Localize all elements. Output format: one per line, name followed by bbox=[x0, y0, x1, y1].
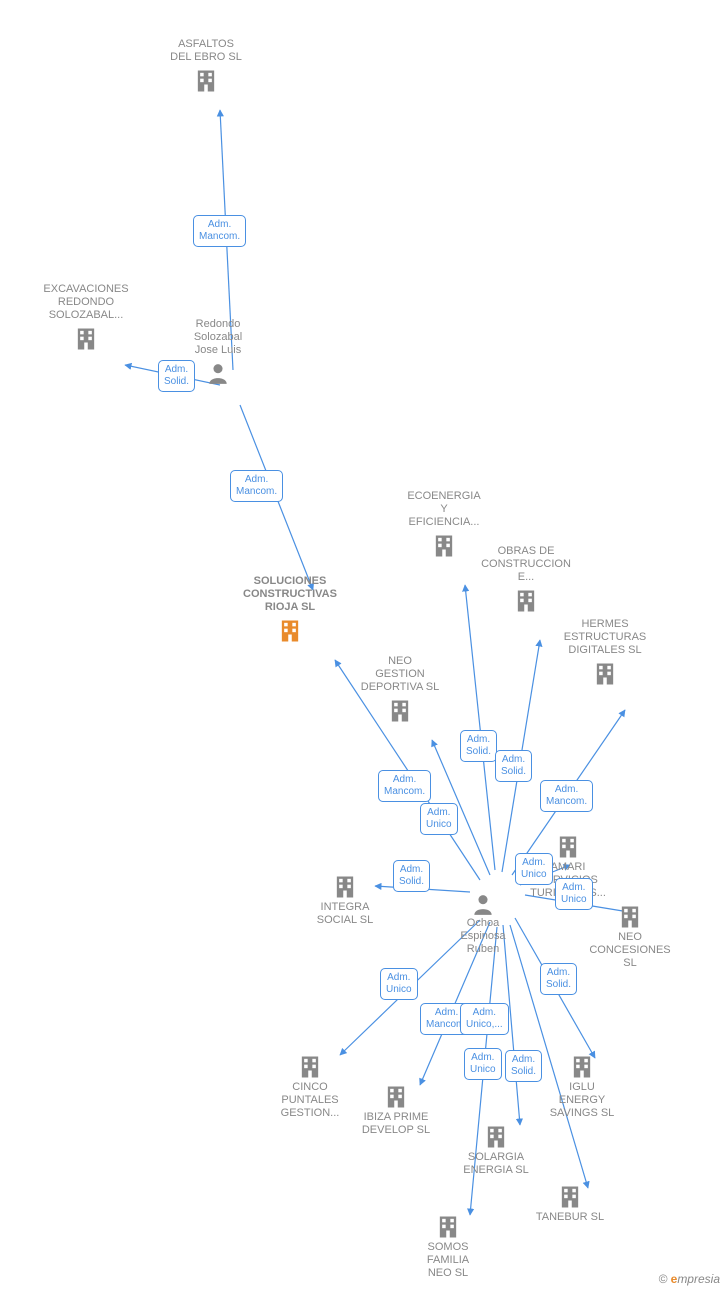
node-tanebur[interactable]: TANEBUR SL bbox=[520, 1180, 620, 1224]
node-neogestion[interactable]: NEO GESTION DEPORTIVA SL bbox=[345, 655, 455, 725]
node-label: Ochoa Espinosa Ruben bbox=[438, 917, 528, 956]
edge-label: Adm. Solid. bbox=[158, 360, 195, 392]
edge-label: Adm. Mancom. bbox=[378, 770, 431, 802]
node-ibiza[interactable]: IBIZA PRIME DEVELOP SL bbox=[346, 1080, 446, 1137]
node-solargia[interactable]: SOLARGIA ENERGIA SL bbox=[446, 1120, 546, 1177]
node-label: SOLARGIA ENERGIA SL bbox=[446, 1151, 546, 1177]
node-label: CINCO PUNTALES GESTION... bbox=[260, 1081, 360, 1120]
building-icon bbox=[398, 1213, 498, 1241]
building-icon bbox=[260, 1053, 360, 1081]
edge-line bbox=[465, 585, 495, 870]
node-label: NEO GESTION DEPORTIVA SL bbox=[345, 655, 455, 694]
edge-label: Adm. Unico bbox=[380, 968, 418, 1000]
brand-rest: mpresia bbox=[677, 1272, 720, 1286]
node-iglu[interactable]: IGLU ENERGY SAVINGS SL bbox=[532, 1050, 632, 1120]
edge-label: Adm. Unico,... bbox=[460, 1003, 509, 1035]
copyright: © empresia bbox=[658, 1272, 720, 1286]
node-label: NEO CONCESIONES SL bbox=[575, 931, 685, 970]
edge-label: Adm. Unico bbox=[420, 803, 458, 835]
edge-label: Adm. Unico bbox=[515, 853, 553, 885]
edge-label: Adm. Unico bbox=[555, 878, 593, 910]
node-neoconcesiones[interactable]: NEO CONCESIONES SL bbox=[575, 900, 685, 970]
node-label: ECOENERGIA Y EFICIENCIA... bbox=[389, 490, 499, 529]
node-hermes[interactable]: HERMES ESTRUCTURAS DIGITALES SL bbox=[545, 618, 665, 688]
node-label: IGLU ENERGY SAVINGS SL bbox=[532, 1081, 632, 1120]
node-label: OBRAS DE CONSTRUCCION E... bbox=[466, 545, 586, 584]
node-label: IBIZA PRIME DEVELOP SL bbox=[346, 1111, 446, 1137]
edge-label: Adm. Solid. bbox=[393, 860, 430, 892]
edge-label: Adm. Mancom. bbox=[230, 470, 283, 502]
node-label: Redondo Solozabal Jose Luis bbox=[168, 318, 268, 357]
building-icon bbox=[151, 67, 261, 95]
node-label: SOMOS FAMILIA NEO SL bbox=[398, 1241, 498, 1280]
node-somos[interactable]: SOMOS FAMILIA NEO SL bbox=[398, 1210, 498, 1280]
building-icon bbox=[520, 1183, 620, 1211]
node-label: ASFALTOS DEL EBRO SL bbox=[151, 38, 261, 64]
building-icon bbox=[345, 697, 455, 725]
node-label: EXCAVACIONES REDONDO SOLOZABAL... bbox=[26, 283, 146, 322]
building-icon bbox=[26, 325, 146, 353]
building-icon bbox=[225, 617, 355, 645]
building-icon bbox=[346, 1083, 446, 1111]
edge-label: Adm. Unico bbox=[464, 1048, 502, 1080]
node-label: HERMES ESTRUCTURAS DIGITALES SL bbox=[545, 618, 665, 657]
building-icon bbox=[466, 587, 586, 615]
node-obras[interactable]: OBRAS DE CONSTRUCCION E... bbox=[466, 545, 586, 615]
node-cinco[interactable]: CINCO PUNTALES GESTION... bbox=[260, 1050, 360, 1120]
copyright-symbol: © bbox=[658, 1272, 667, 1286]
edge-label: Adm. Mancom. bbox=[193, 215, 246, 247]
person-icon bbox=[438, 891, 528, 917]
node-integra[interactable]: INTEGRA SOCIAL SL bbox=[300, 870, 390, 927]
edge-label: Adm. Solid. bbox=[495, 750, 532, 782]
edge-label: Adm. Mancom. bbox=[540, 780, 593, 812]
node-label: TANEBUR SL bbox=[520, 1211, 620, 1224]
edge-label: Adm. Solid. bbox=[505, 1050, 542, 1082]
node-label: SOLUCIONES CONSTRUCTIVAS RIOJA SL bbox=[225, 575, 355, 614]
node-asfaltos[interactable]: ASFALTOS DEL EBRO SL bbox=[151, 38, 261, 95]
building-icon bbox=[532, 1053, 632, 1081]
building-icon bbox=[300, 873, 390, 901]
edge-label: Adm. Solid. bbox=[540, 963, 577, 995]
edge-label: Adm. Solid. bbox=[460, 730, 497, 762]
node-soluciones[interactable]: SOLUCIONES CONSTRUCTIVAS RIOJA SL bbox=[225, 575, 355, 645]
building-icon bbox=[545, 660, 665, 688]
node-excavaciones[interactable]: EXCAVACIONES REDONDO SOLOZABAL... bbox=[26, 283, 146, 353]
node-label: INTEGRA SOCIAL SL bbox=[300, 901, 390, 927]
building-icon bbox=[446, 1123, 546, 1151]
node-ochoa[interactable]: Ochoa Espinosa Ruben bbox=[438, 888, 528, 956]
